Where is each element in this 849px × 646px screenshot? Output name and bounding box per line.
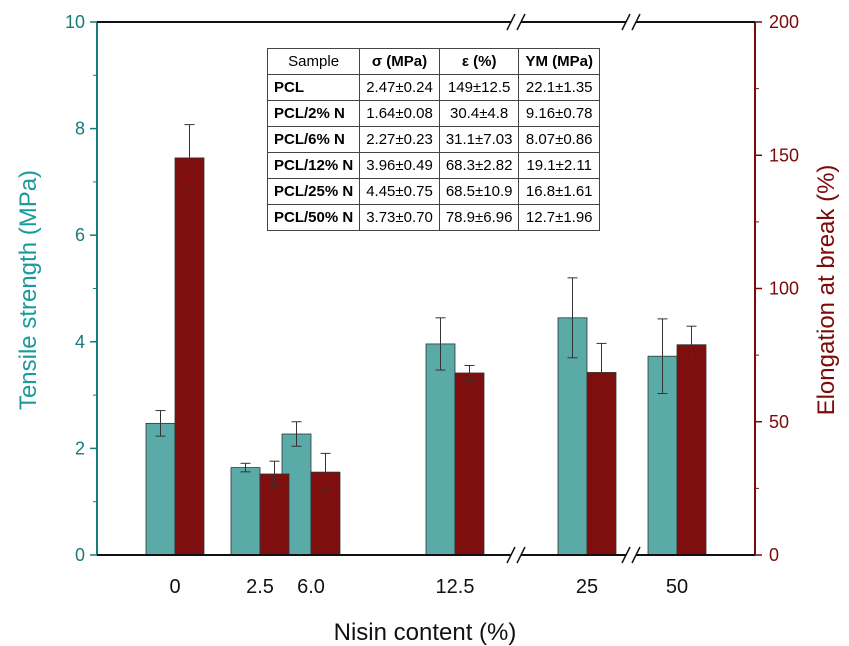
bar-series-2-25	[586, 372, 617, 556]
table-row: PCL/2% N 1.64±0.08 30.4±4.8 9.16±0.78	[266, 100, 600, 127]
right-tick-label-0: 0	[769, 545, 779, 565]
left-tick-label-8: 8	[75, 119, 85, 139]
x-tick-label-0: 0	[169, 576, 180, 598]
table-cell: PCL/6% N	[266, 126, 361, 153]
table-cell: PCL/25% N	[266, 178, 361, 205]
bar-series-1-12.5	[425, 343, 456, 556]
axis-break-mark-top-2a	[621, 13, 631, 31]
axis-break-mark-bottom-1a	[506, 546, 516, 564]
left-tick-label-6: 6	[75, 225, 85, 245]
bar-series-2-50	[676, 344, 707, 556]
table-cell: 2.47±0.24	[359, 74, 440, 101]
right-tick-label-150: 150	[769, 145, 799, 165]
table-body: PCL 2.47±0.24 149±12.5 22.1±1.35 PCL/2% N 1.6…	[266, 74, 600, 231]
table-row: PCL/50% N 3.73±0.70 78.9±6.96 12.7±1.96	[266, 204, 600, 231]
table-cell: 30.4±4.8	[438, 100, 520, 127]
table-header-row: Sample σ (MPa) ε (%) YM (MPa)	[266, 48, 600, 75]
bar-series-2-2.5	[259, 473, 290, 556]
table-header-cell: ε (%)	[438, 48, 520, 75]
table-header-cell: Sample	[266, 48, 361, 75]
table-cell: 19.1±2.11	[518, 152, 600, 179]
table-cell: 149±12.5	[438, 74, 520, 101]
y-axis-label-right: Elongation at break (%)	[813, 165, 840, 416]
table-cell: 22.1±1.35	[518, 74, 600, 101]
left-tick-label-2: 2	[75, 438, 85, 458]
axis-break-mark-bottom-1b	[516, 546, 526, 564]
left-tick-label-4: 4	[75, 332, 85, 352]
table-cell: 4.45±0.75	[359, 178, 440, 205]
table-cell: 3.96±0.49	[359, 152, 440, 179]
bar-series-2-0	[174, 157, 205, 556]
table-cell: 78.9±6.96	[438, 204, 520, 231]
axis-break-mark-top-2b	[631, 13, 641, 31]
x-tick-label-12.5: 12.5	[436, 576, 475, 598]
table-cell: PCL/50% N	[266, 204, 361, 231]
left-tick-label-0: 0	[75, 545, 85, 565]
x-tick-label-25: 25	[576, 576, 598, 598]
table-header-cell: σ (MPa)	[359, 48, 440, 75]
table-cell: 31.1±7.03	[438, 126, 520, 153]
bar-series-2-12.5	[454, 372, 485, 556]
right-tick-label-100: 100	[769, 279, 799, 299]
right-tick-label-200: 200	[769, 12, 799, 32]
x-tick-label-2.5: 2.5	[246, 576, 274, 598]
table-cell: 68.5±10.9	[438, 178, 520, 205]
table-cell: 9.16±0.78	[518, 100, 600, 127]
summary-table-box: Sample σ (MPa) ε (%) YM (MPa) PCL 2.47±0.24 1…	[266, 48, 600, 231]
right-tick-label-50: 50	[769, 412, 789, 432]
table-cell: PCL/12% N	[266, 152, 361, 179]
table-cell: 1.64±0.08	[359, 100, 440, 127]
table-row: PCL/25% N 4.45±0.75 68.5±10.9 16.8±1.61	[266, 178, 600, 205]
table-cell: PCL/2% N	[266, 100, 361, 127]
summary-table: Sample σ (MPa) ε (%) YM (MPa) PCL 2.47±0.24 1…	[266, 48, 600, 231]
x-tick-label-50: 50	[666, 576, 688, 598]
table-cell: 68.3±2.82	[438, 152, 520, 179]
axis-break-mark-bottom-2b	[631, 546, 641, 564]
y-axis-label-left: Tensile strength (MPa)	[15, 170, 42, 410]
bar-series-1-0	[145, 422, 176, 556]
table-cell: 8.07±0.86	[518, 126, 600, 153]
x-tick-label-6.0: 6.0	[297, 576, 325, 598]
table-row: PCL 2.47±0.24 149±12.5 22.1±1.35	[266, 74, 600, 101]
table-cell: 12.7±1.96	[518, 204, 600, 231]
table-cell: 3.73±0.70	[359, 204, 440, 231]
left-tick-label-10: 10	[65, 12, 85, 32]
table-cell: PCL	[266, 74, 361, 101]
axis-break-mark-top-1b	[516, 13, 526, 31]
table-header-cell: YM (MPa)	[518, 48, 600, 75]
bars-group	[145, 124, 707, 556]
bar-series-1-2.5	[230, 467, 261, 556]
table-row: PCL/12% N 3.96±0.49 68.3±2.82 19.1±2.11	[266, 152, 600, 179]
table-row: PCL/6% N 2.27±0.23 31.1±7.03 8.07±0.86	[266, 126, 600, 153]
axis-break-mark-top-1a	[506, 13, 516, 31]
table-cell: 16.8±1.61	[518, 178, 600, 205]
axis-break-mark-bottom-2a	[621, 546, 631, 564]
table-cell: 2.27±0.23	[359, 126, 440, 153]
x-axis-label: Nisin content (%)	[334, 619, 517, 646]
